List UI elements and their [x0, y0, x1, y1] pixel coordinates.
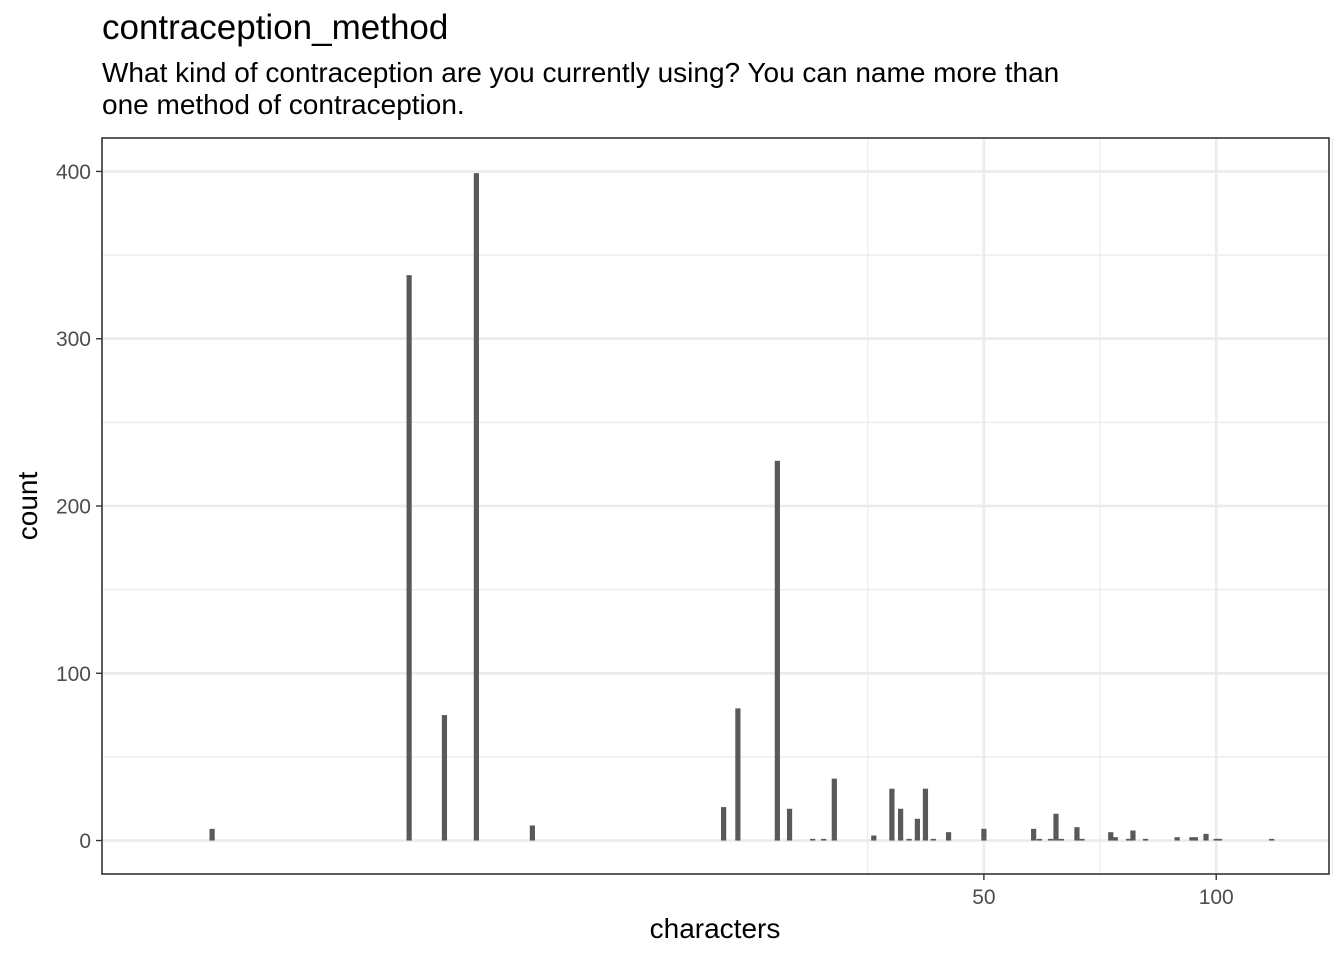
- y-tick-label: 100: [56, 663, 91, 686]
- bar: [406, 275, 412, 841]
- bar: [1203, 833, 1209, 841]
- bar: [1269, 838, 1275, 841]
- y-axis: 0 100 200 300 400: [56, 161, 102, 853]
- bar: [1213, 838, 1219, 841]
- bar: [930, 838, 936, 841]
- bar: [529, 825, 535, 841]
- bar: [981, 828, 987, 841]
- bar: [774, 460, 780, 841]
- bar: [1174, 837, 1180, 841]
- bar: [1142, 838, 1149, 841]
- chart-subtitle: What kind of contraception are you curre…: [102, 57, 1060, 120]
- bar: [810, 838, 816, 841]
- bar: [821, 838, 827, 841]
- bar: [898, 808, 904, 841]
- y-tick-label: 200: [56, 496, 91, 519]
- bar: [889, 788, 895, 841]
- bar: [914, 818, 920, 841]
- bar: [1189, 837, 1195, 841]
- bar: [1074, 827, 1080, 841]
- x-axis: 50 100: [972, 874, 1234, 909]
- y-tick-label: 400: [56, 161, 91, 184]
- bar: [786, 808, 793, 841]
- bar: [1036, 838, 1042, 841]
- major-grid: [102, 138, 1329, 874]
- x-tick-label: 50: [972, 886, 995, 909]
- bar: [1031, 828, 1037, 841]
- bar: [1047, 838, 1054, 841]
- y-axis-title: count: [12, 472, 43, 541]
- chart-title: contraception_method: [102, 8, 449, 47]
- bar: [721, 807, 727, 841]
- x-tick-label: 100: [1199, 886, 1234, 909]
- bar: [945, 832, 952, 841]
- bar: [1112, 837, 1118, 841]
- bar: [1216, 838, 1223, 841]
- bar: [906, 838, 912, 841]
- bars: [209, 173, 1275, 841]
- bar: [473, 173, 479, 841]
- bar: [831, 778, 837, 841]
- y-tick-label: 300: [56, 328, 91, 351]
- bar: [441, 715, 448, 841]
- bar: [735, 708, 741, 841]
- bar: [1192, 837, 1199, 841]
- bar: [1126, 838, 1132, 841]
- y-tick-label: 0: [79, 830, 91, 853]
- bar: [1130, 830, 1136, 841]
- bar: [1108, 832, 1114, 841]
- bar: [871, 835, 877, 841]
- bar: [922, 788, 929, 841]
- bar: [209, 828, 215, 841]
- bar: [1058, 838, 1064, 841]
- bar: [1053, 813, 1059, 841]
- x-axis-title: characters: [650, 913, 781, 944]
- bar: [1079, 838, 1085, 841]
